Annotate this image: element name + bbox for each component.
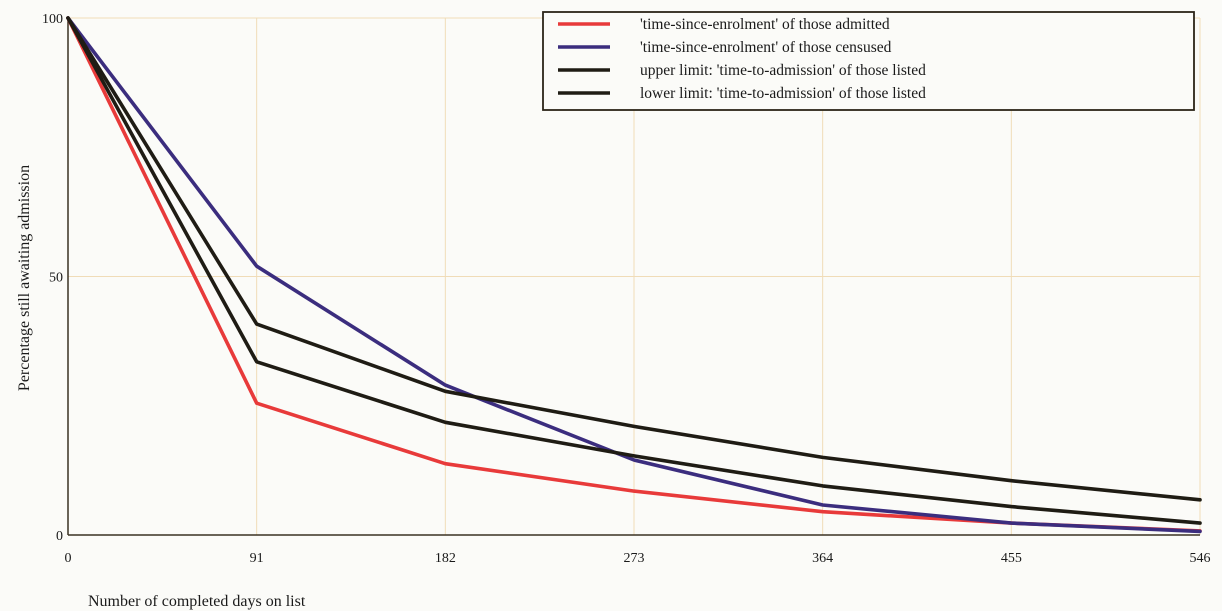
tick-labels: 0 91 182 273 364 455 546 0 50 100 [42,12,1211,566]
legend: 'time-since-enrolment' of those admitted… [542,11,1195,111]
series-lines [66,16,1202,534]
x-tick-label: 364 [812,551,833,566]
y-tick-label: 0 [56,529,63,544]
x-axis-title: Number of completed days on list [88,593,306,610]
legend-label: lower limit: 'time-to-admission' of thos… [640,85,926,102]
legend-label: upper limit: 'time-to-admission' of thos… [640,62,926,79]
y-tick-label: 100 [42,12,63,27]
series-line [66,16,1202,534]
legend-box [542,11,1195,111]
legend-label: 'time-since-enrolment' of those censused [640,39,892,56]
x-tick-label: 0 [65,551,72,566]
series-line [66,16,1202,502]
x-tick-label: 91 [250,551,264,566]
y-axis-title: Percentage still awaiting admission [16,165,33,391]
x-tick-label: 182 [435,551,456,566]
axes [67,18,1200,536]
x-tick-label: 273 [624,551,645,566]
series-line [66,16,1202,525]
legend-label: 'time-since-enrolment' of those admitted [640,16,890,33]
y-tick-label: 50 [49,271,63,286]
x-tick-label: 546 [1190,551,1211,566]
x-tick-label: 455 [1001,551,1022,566]
